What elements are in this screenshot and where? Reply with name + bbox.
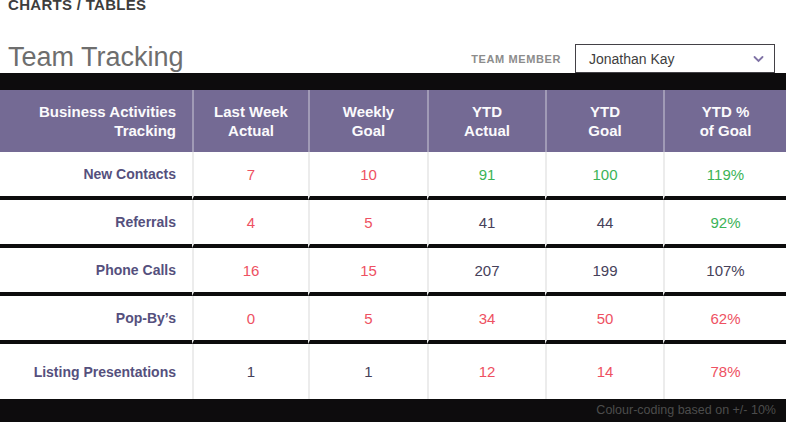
column-header: YTD Goal xyxy=(545,90,663,152)
value-cell: 1 xyxy=(192,344,308,399)
row-label: Pop-By’s xyxy=(0,296,192,344)
value-cell: 5 xyxy=(308,296,427,344)
team-member-select[interactable]: Jonathan Kay xyxy=(575,44,775,73)
value-cell: 4 xyxy=(192,200,308,248)
row-label: New Contacts xyxy=(0,152,192,200)
team-member-label: TEAM MEMBER xyxy=(471,53,561,65)
value-cell: 34 xyxy=(427,296,545,344)
page-header: CHARTS / TABLES Team Tracking TEAM MEMBE… xyxy=(0,0,786,73)
row-label: Listing Presentations xyxy=(0,344,192,399)
team-member-selected-value: Jonathan Kay xyxy=(589,51,675,67)
table-row: Phone Calls1615207199107% xyxy=(0,248,786,296)
value-cell: 78% xyxy=(663,344,786,399)
value-cell: 62% xyxy=(663,296,786,344)
table-row: Referrals45414492% xyxy=(0,200,786,248)
value-cell: 41 xyxy=(427,200,545,248)
value-cell: 91 xyxy=(427,152,545,200)
table-row: Pop-By’s05345062% xyxy=(0,296,786,344)
table-body: New Contacts71091100119%Referrals4541449… xyxy=(0,152,786,399)
value-cell: 119% xyxy=(663,152,786,200)
chevron-down-icon xyxy=(753,55,764,63)
column-header: Business Activities Tracking xyxy=(0,90,192,152)
value-cell: 50 xyxy=(545,296,663,344)
table-header: Business Activities Tracking Last Week A… xyxy=(0,90,786,152)
value-cell: 207 xyxy=(427,248,545,296)
value-cell: 92% xyxy=(663,200,786,248)
team-member-group: TEAM MEMBER Jonathan Kay xyxy=(471,44,775,73)
footer-note: Colour-coding based on +/- 10% xyxy=(0,399,786,422)
value-cell: 0 xyxy=(192,296,308,344)
value-cell: 44 xyxy=(545,200,663,248)
value-cell: 16 xyxy=(192,248,308,296)
table-row: New Contacts71091100119% xyxy=(0,152,786,200)
value-cell: 10 xyxy=(308,152,427,200)
value-cell: 199 xyxy=(545,248,663,296)
value-cell: 14 xyxy=(545,344,663,399)
column-header: YTD Actual xyxy=(427,90,545,152)
value-cell: 15 xyxy=(308,248,427,296)
column-header: YTD % of Goal xyxy=(663,90,786,152)
value-cell: 107% xyxy=(663,248,786,296)
table-row: Listing Presentations11121478% xyxy=(0,344,786,399)
value-cell: 1 xyxy=(308,344,427,399)
column-header: Weekly Goal xyxy=(308,90,427,152)
value-cell: 12 xyxy=(427,344,545,399)
value-cell: 100 xyxy=(545,152,663,200)
value-cell: 5 xyxy=(308,200,427,248)
column-header: Last Week Actual xyxy=(192,90,308,152)
breadcrumb: CHARTS / TABLES xyxy=(8,0,786,14)
table-top-divider xyxy=(0,73,786,90)
row-label: Phone Calls xyxy=(0,248,192,296)
row-label: Referrals xyxy=(0,200,192,248)
team-tracking-table: Business Activities Tracking Last Week A… xyxy=(0,90,786,399)
value-cell: 7 xyxy=(192,152,308,200)
